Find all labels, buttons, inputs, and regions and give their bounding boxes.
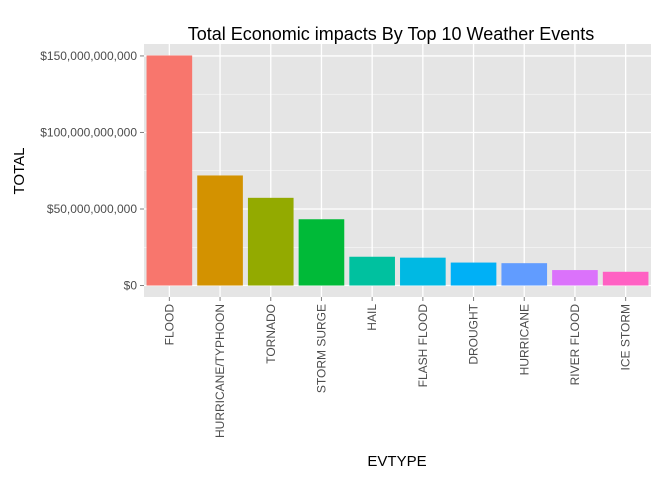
bar-hurricane: [501, 263, 548, 286]
x-tick-label: FLOOD: [162, 304, 176, 346]
bar-river-flood: [552, 270, 598, 286]
bar-storm-surge: [298, 219, 345, 286]
bar-drought: [450, 262, 497, 286]
chart-title: Total Economic impacts By Top 10 Weather…: [188, 24, 595, 44]
y-tick-label: $0: [124, 279, 138, 293]
bar-hail: [349, 256, 395, 286]
y-axis-ticks: $0 $50,000,000,000 $100,000,000,000 $150,00…: [40, 49, 144, 293]
bar-flood: [146, 55, 193, 286]
bar-hurricane-typhoon: [197, 175, 243, 286]
x-tick-label: ICE STORM: [619, 304, 633, 370]
x-tick-label: RIVER FLOOD: [568, 304, 582, 386]
x-tick-label: HURRICANE/TYPHOON: [213, 304, 227, 438]
bar-tornado: [247, 197, 294, 286]
x-tick-label: FLASH FLOOD: [416, 304, 430, 388]
bar-flash-flood: [400, 257, 446, 286]
x-tick-label: STORM SURGE: [314, 304, 328, 393]
y-tick-label: $150,000,000,000: [40, 49, 137, 63]
x-tick-label: HAIL: [365, 304, 379, 331]
x-axis-ticks: FLOOD HURRICANE/TYPHOON TORNADO STORM SURGE…: [162, 297, 633, 438]
bar-ice-storm: [602, 271, 649, 286]
x-tick-label: HURRICANE: [517, 304, 531, 375]
x-tick-label: TORNADO: [264, 304, 278, 364]
x-axis-title: EVTYPE: [367, 453, 426, 470]
y-tick-label: $100,000,000,000: [40, 125, 137, 139]
bars: [146, 55, 649, 286]
y-tick-label: $50,000,000,000: [47, 202, 137, 216]
y-axis-title: TOTAL: [11, 148, 28, 195]
x-tick-label: DROUGHT: [467, 303, 481, 364]
